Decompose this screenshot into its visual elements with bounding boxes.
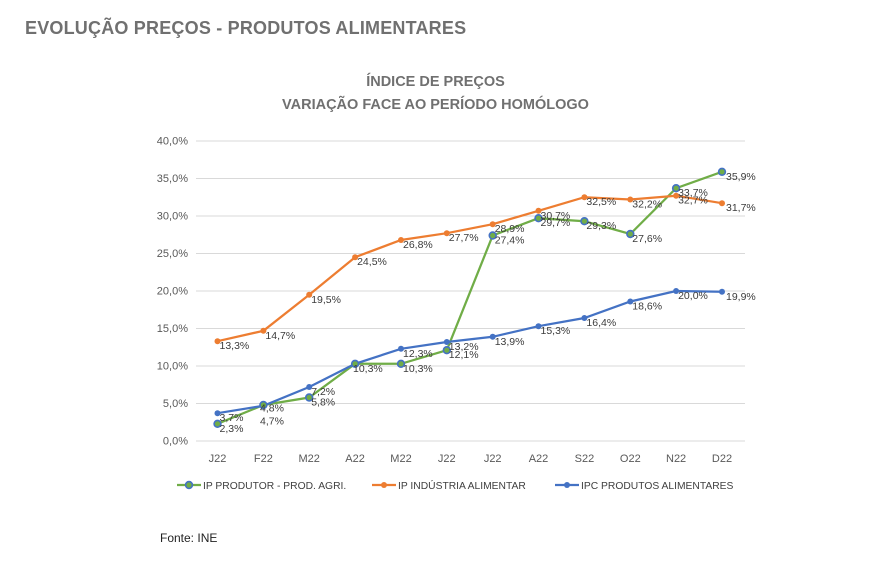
svg-text:24,5%: 24,5%: [357, 256, 387, 268]
svg-text:7,2%: 7,2%: [311, 386, 335, 398]
svg-text:13,9%: 13,9%: [495, 336, 525, 348]
svg-text:16,4%: 16,4%: [586, 317, 616, 329]
svg-text:20,0%: 20,0%: [678, 290, 708, 302]
svg-text:5,8%: 5,8%: [311, 397, 335, 409]
svg-text:35,0%: 35,0%: [157, 173, 188, 185]
svg-text:32,5%: 32,5%: [586, 196, 616, 208]
svg-text:28,9%: 28,9%: [495, 223, 525, 235]
svg-text:27,4%: 27,4%: [495, 235, 525, 247]
svg-text:26,8%: 26,8%: [403, 239, 433, 251]
svg-text:IP PRODUTOR - PROD. AGRI.: IP PRODUTOR - PROD. AGRI.: [203, 481, 346, 492]
svg-text:12,3%: 12,3%: [403, 348, 433, 360]
svg-text:D22: D22: [712, 453, 732, 465]
svg-text:5,0%: 5,0%: [163, 398, 188, 410]
svg-text:27,6%: 27,6%: [632, 233, 662, 245]
svg-text:19,9%: 19,9%: [726, 291, 756, 303]
svg-text:A22: A22: [529, 453, 549, 465]
svg-text:40,0%: 40,0%: [157, 136, 188, 148]
svg-text:0,0%: 0,0%: [163, 436, 188, 448]
svg-text:31,7%: 31,7%: [726, 202, 756, 214]
svg-text:IPC PRODUTOS ALIMENTARES: IPC PRODUTOS ALIMENTARES: [581, 481, 734, 492]
svg-text:4,8%: 4,8%: [260, 403, 284, 415]
svg-text:A22: A22: [345, 453, 365, 465]
svg-text:10,0%: 10,0%: [157, 361, 188, 373]
svg-text:N22: N22: [666, 453, 686, 465]
svg-text:15,3%: 15,3%: [541, 325, 571, 337]
svg-text:14,7%: 14,7%: [265, 330, 295, 342]
svg-text:18,6%: 18,6%: [632, 301, 662, 313]
svg-text:13,3%: 13,3%: [220, 340, 250, 352]
svg-text:29,3%: 29,3%: [586, 220, 616, 232]
svg-text:27,7%: 27,7%: [449, 232, 479, 244]
svg-text:13,2%: 13,2%: [449, 341, 479, 353]
svg-text:30,0%: 30,0%: [157, 211, 188, 223]
svg-text:2,3%: 2,3%: [220, 423, 244, 435]
svg-text:10,3%: 10,3%: [403, 363, 433, 375]
svg-text:S22: S22: [575, 453, 595, 465]
svg-text:35,9%: 35,9%: [726, 171, 756, 183]
svg-text:J22: J22: [484, 453, 502, 465]
svg-text:30,7%: 30,7%: [541, 210, 571, 222]
svg-text:32,7%: 32,7%: [678, 195, 708, 207]
svg-text:3,7%: 3,7%: [220, 412, 244, 424]
svg-text:M22: M22: [390, 453, 411, 465]
svg-text:10,3%: 10,3%: [353, 363, 383, 375]
svg-text:F22: F22: [254, 453, 273, 465]
svg-text:25,0%: 25,0%: [157, 248, 188, 260]
svg-text:M22: M22: [298, 453, 319, 465]
svg-text:J22: J22: [209, 453, 227, 465]
svg-text:4,7%: 4,7%: [260, 416, 284, 428]
svg-text:19,5%: 19,5%: [311, 294, 341, 306]
svg-text:20,0%: 20,0%: [157, 286, 188, 298]
svg-text:J22: J22: [438, 453, 456, 465]
svg-text:15,0%: 15,0%: [157, 323, 188, 335]
svg-text:32,2%: 32,2%: [632, 199, 662, 211]
svg-text:O22: O22: [620, 453, 641, 465]
svg-text:IP INDÚSTRIA ALIMENTAR: IP INDÚSTRIA ALIMENTAR: [398, 479, 526, 492]
